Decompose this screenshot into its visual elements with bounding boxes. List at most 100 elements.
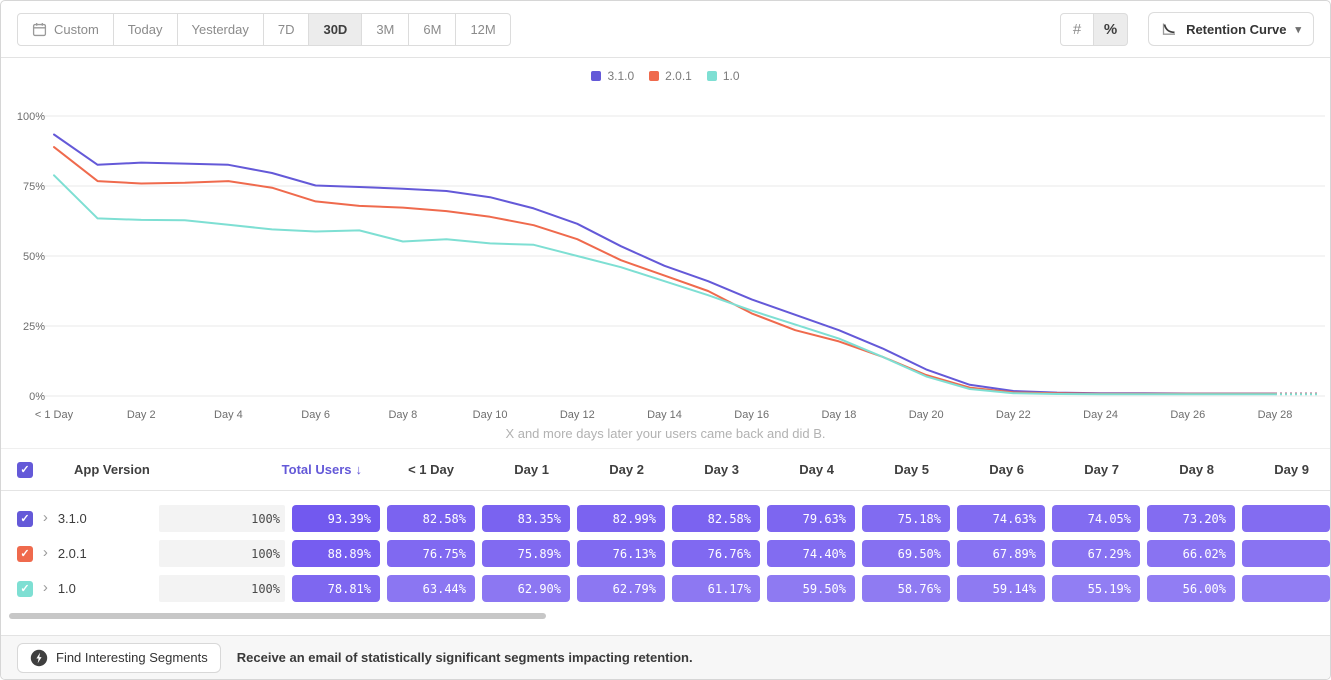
- date-range-label: 12M: [470, 21, 496, 37]
- find-interesting-segments-button[interactable]: Find Interesting Segments: [17, 642, 221, 673]
- date-range-6m[interactable]: 6M: [409, 12, 457, 46]
- row-checkbox-1.0[interactable]: ✓: [17, 580, 33, 597]
- sort-desc-icon: ↓: [355, 462, 363, 477]
- column-header-total-users[interactable]: Total Users ↓: [241, 462, 367, 477]
- date-range-today[interactable]: Today: [113, 12, 178, 46]
- chart-type-dropdown[interactable]: Retention Curve ▾: [1148, 12, 1314, 46]
- retention-cell-day-5[interactable]: 79.63%: [767, 505, 855, 532]
- percent-icon: %: [1103, 20, 1118, 38]
- retention-cell-day-9[interactable]: 73.20%: [1147, 505, 1235, 532]
- legend-item-2.0.1[interactable]: 2.0.1: [649, 69, 692, 83]
- x-axis-label: Day 28: [1258, 409, 1293, 421]
- column-header-1-day[interactable]: < 1 Day: [408, 462, 454, 477]
- retention-cell-day-7[interactable]: 67.89%: [957, 540, 1045, 567]
- retention-cell-day-5[interactable]: 74.40%: [767, 540, 855, 567]
- retention-cell-day-2[interactable]: 83.35%: [482, 505, 570, 532]
- retention-cell-day-9[interactable]: 56.00%: [1147, 575, 1235, 602]
- column-header-day-2[interactable]: Day 2: [609, 462, 644, 477]
- column-header-day-8[interactable]: Day 8: [1179, 462, 1214, 477]
- retention-cell-day-4[interactable]: 61.17%: [672, 575, 760, 602]
- column-header-day-9[interactable]: Day 9: [1274, 462, 1309, 477]
- column-header-app-version[interactable]: App Version: [74, 462, 150, 477]
- segments-icon: [30, 649, 48, 666]
- retention-cell-day-2[interactable]: 75.89%: [482, 540, 570, 567]
- total-users-cell: 100%: [159, 540, 285, 567]
- retention-cell-overflow[interactable]: [1242, 540, 1330, 567]
- legend-swatch: [591, 70, 602, 81]
- horizontal-scrollbar-thumb[interactable]: [9, 613, 546, 619]
- x-axis-label: Day 8: [388, 409, 417, 421]
- legend-item-1.0[interactable]: 1.0: [706, 69, 740, 83]
- date-range-30d[interactable]: 30D: [309, 12, 363, 46]
- retention-cell-day-0[interactable]: 88.89%: [292, 540, 380, 567]
- retention-cell-day-1[interactable]: 82.58%: [387, 505, 475, 532]
- expand-chevron-icon[interactable]: ›: [42, 509, 48, 526]
- retention-cell-day-3[interactable]: 62.79%: [577, 575, 665, 602]
- row-checkbox-3.1.0[interactable]: ✓: [17, 510, 33, 527]
- date-range-group: Custom Today Yesterday 7D 30D 3M 6M 12M: [17, 12, 511, 46]
- date-range-label: 30D: [323, 21, 348, 37]
- retention-cell-day-7[interactable]: 59.14%: [957, 575, 1045, 602]
- total-users-label: Total Users: [281, 462, 352, 477]
- column-header-day-4[interactable]: Day 4: [799, 462, 834, 477]
- chart-caption: X and more days later your users came ba…: [505, 426, 826, 441]
- retention-cell-day-6[interactable]: 69.50%: [862, 540, 950, 567]
- retention-cell-day-2[interactable]: 62.90%: [482, 575, 570, 602]
- retention-cell-day-4[interactable]: 76.76%: [672, 540, 760, 567]
- toolbar: Custom Today Yesterday 7D 30D 3M 6M 12M # % Ret…: [1, 1, 1330, 58]
- row-name-cell: › 2.0.1: [40, 544, 159, 563]
- date-range-12m[interactable]: 12M: [456, 12, 511, 46]
- date-range-label: 6M: [423, 21, 442, 37]
- column-header-day-1[interactable]: Day 1: [514, 462, 549, 477]
- date-range-yesterday[interactable]: Yesterday: [177, 12, 264, 46]
- row-checkbox-2.0.1[interactable]: ✓: [17, 545, 33, 562]
- x-axis-label: Day 20: [909, 409, 944, 421]
- retention-cell-day-8[interactable]: 55.19%: [1052, 575, 1140, 602]
- column-header-day-7[interactable]: Day 7: [1084, 462, 1119, 477]
- date-range-custom[interactable]: Custom: [17, 12, 114, 46]
- total-users-cell: 100%: [159, 575, 285, 602]
- hash-toggle-button[interactable]: #: [1060, 12, 1095, 46]
- x-axis-label: Day 10: [473, 409, 508, 421]
- legend-label: 2.0.1: [665, 68, 692, 83]
- retention-cell-day-9[interactable]: 66.02%: [1147, 540, 1235, 567]
- retention-cell-day-6[interactable]: 75.18%: [862, 505, 950, 532]
- x-axis-label: Day 26: [1170, 409, 1205, 421]
- expand-chevron-icon[interactable]: ›: [42, 544, 48, 561]
- percent-toggle-button[interactable]: %: [1094, 12, 1129, 46]
- date-range-7d[interactable]: 7D: [263, 12, 310, 46]
- chart-section: 3.1.0 2.0.1 1.0 0% 25% 50% 75% 100% < 1 Day Day …: [1, 58, 1330, 448]
- select-all-checkbox[interactable]: ✓: [17, 461, 33, 478]
- total-users-sort[interactable]: Total Users ↓: [282, 462, 367, 477]
- retention-cell-day-8[interactable]: 74.05%: [1052, 505, 1140, 532]
- retention-cell-day-0[interactable]: 93.39%: [292, 505, 380, 532]
- retention-cell-day-7[interactable]: 74.63%: [957, 505, 1045, 532]
- retention-cell-day-6[interactable]: 58.76%: [862, 575, 950, 602]
- retention-cell-day-3[interactable]: 76.13%: [577, 540, 665, 567]
- retention-cell-day-1[interactable]: 63.44%: [387, 575, 475, 602]
- retention-cell-overflow[interactable]: [1242, 575, 1330, 602]
- retention-table: ✓ App Version Total Users ↓ < 1 Day Day 1…: [1, 448, 1330, 606]
- retention-cell-day-4[interactable]: 82.58%: [672, 505, 760, 532]
- horizontal-scrollbar-track[interactable]: [1, 606, 1330, 628]
- expand-chevron-icon[interactable]: ›: [42, 579, 48, 596]
- column-header-day-5[interactable]: Day 5: [894, 462, 929, 477]
- column-header-day-6[interactable]: Day 6: [989, 462, 1024, 477]
- x-axis-label: Day 6: [301, 409, 330, 421]
- chart-legend: 3.1.0 2.0.1 1.0: [1, 58, 1330, 84]
- column-header-day-3[interactable]: Day 3: [704, 462, 739, 477]
- footer: Find Interesting Segments Receive an ema…: [1, 635, 1330, 679]
- legend-swatch: [649, 70, 660, 81]
- row-check-cell: ✓: [1, 510, 40, 527]
- retention-cell-day-8[interactable]: 67.29%: [1052, 540, 1140, 567]
- toolbar-right: # % Retention Curve ▾: [1060, 12, 1314, 46]
- retention-cell-overflow[interactable]: [1242, 505, 1330, 532]
- row-check-cell: ✓: [1, 580, 40, 597]
- retention-cell-day-0[interactable]: 78.81%: [292, 575, 380, 602]
- retention-cell-day-5[interactable]: 59.50%: [767, 575, 855, 602]
- retention-cell-day-1[interactable]: 76.75%: [387, 540, 475, 567]
- date-range-3m[interactable]: 3M: [362, 12, 410, 46]
- legend-item-3.1.0[interactable]: 3.1.0: [591, 69, 634, 83]
- retention-cell-day-3[interactable]: 82.99%: [577, 505, 665, 532]
